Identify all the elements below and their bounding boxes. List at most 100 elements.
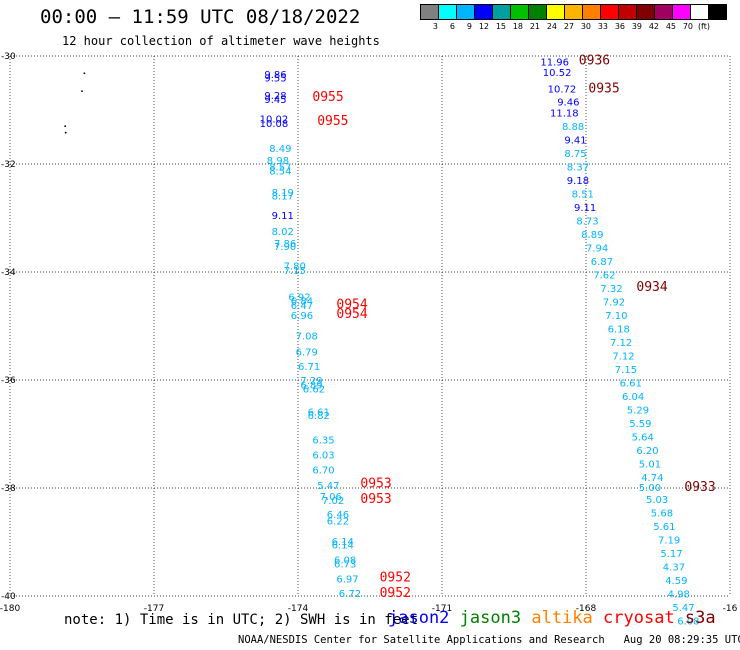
wave-height-label: 7.94 (586, 244, 608, 255)
wave-height-label: 6.72 (339, 589, 361, 600)
x-tick-label: -180 (0, 604, 20, 614)
wave-height-label: 7.32 (600, 284, 622, 295)
wave-height-label: 5.01 (639, 460, 661, 471)
wave-height-label: 8.88 (562, 122, 584, 133)
legend-tick-label: 12 (478, 22, 489, 31)
legend-tick-label: 9 (466, 22, 472, 31)
page-subtitle: 12 hour collection of altimeter wave hei… (62, 34, 380, 48)
legend-tick-label: 3 (432, 22, 438, 31)
wave-height-label: 5.29 (627, 406, 649, 417)
wave-height-label: 4.74 (641, 473, 663, 484)
wave-height-label: 6.18 (608, 325, 630, 336)
wave-height-label: 5.61 (653, 522, 675, 533)
wave-height-label: 8.51 (572, 190, 594, 201)
wave-height-label: 9.86 (264, 70, 286, 81)
legend-tick-label: 15 (495, 22, 506, 31)
wave-height-label: 6.79 (296, 347, 318, 358)
wave-height-label: 9.46 (557, 97, 579, 108)
wave-height-label: 4.98 (668, 589, 690, 600)
wave-height-label: 7.62 (593, 271, 615, 282)
wave-height-label: 7.12 (610, 338, 632, 349)
legend-tick-label: 36 (614, 22, 625, 31)
wave-height-label: 7.19 (658, 535, 680, 546)
time-label: 0934 (636, 280, 667, 295)
wave-height-label: 6.20 (636, 446, 658, 457)
wave-height-label: 6.47 (291, 301, 313, 312)
wave-height-label: 10.08 (260, 119, 289, 130)
satellite-jason2: jason2 (388, 608, 450, 628)
wave-height-label: 7.15 (284, 266, 306, 277)
legend-tick-label: 33 (597, 22, 608, 31)
wave-height-label: 6.22 (327, 516, 349, 527)
wave-height-label: 6.70 (312, 466, 334, 477)
wave-height-label: 5.00 (639, 483, 661, 494)
wave-height-label: 8.57 (269, 163, 291, 174)
y-tick-label: -30 (1, 52, 16, 62)
wave-height-label: 4.37 (663, 562, 685, 573)
wave-height-label: 7.10 (605, 311, 627, 322)
wave-height-label: 5.64 (632, 433, 654, 444)
wave-height-label: 5.17 (660, 549, 682, 560)
satellite-jason3: jason3 (459, 608, 522, 628)
wave-height-label: 7.12 (612, 352, 634, 363)
wave-height-label: 6.35 (312, 435, 334, 446)
wave-height-label: 10.02 (260, 115, 289, 126)
time-label: 0952 (380, 571, 411, 586)
wave-height-label: 11.96 (540, 57, 569, 68)
legend-tick-label: (ft) (697, 22, 710, 31)
wave-height-label: 6.96 (291, 311, 313, 322)
wave-height-label: 9.55 (264, 74, 286, 85)
time-label: 0933 (684, 480, 715, 495)
wave-height-label: 6.14 (332, 537, 354, 548)
wave-height-label: 6.89 (300, 380, 322, 391)
time-label: 0935 (588, 81, 619, 96)
wave-height-label: 6.08 (334, 555, 356, 566)
legend-tick-label: 39 (631, 22, 642, 31)
track-dot (64, 131, 67, 134)
wave-height-label: 9.11 (272, 211, 294, 222)
footer-credit: NOAA/NESDIS Center for Satellite Applica… (238, 634, 740, 646)
wave-height-label: 6.08 (677, 616, 699, 627)
wave-height-label: 8.19 (272, 188, 294, 199)
page-title: 00:00 – 11:59 UTC 08/18/2022 (40, 6, 361, 28)
x-tick-label: -174 (288, 604, 309, 614)
wave-height-label: 10.52 (543, 68, 572, 79)
wave-height-label: 6.46 (327, 510, 349, 521)
time-label: 0953 (360, 492, 391, 507)
legend-tick-label: 24 (546, 22, 557, 31)
x-tick-label: -168 (576, 604, 597, 614)
wave-height-label: 9.11 (574, 203, 596, 214)
y-tick-label: -36 (1, 376, 16, 386)
legend-tick-label: 45 (665, 22, 676, 31)
legend-tick-label: 27 (563, 22, 574, 31)
y-tick-label: -34 (1, 268, 16, 278)
x-tick-label: -171 (432, 604, 452, 614)
wave-height-label: 9.45 (264, 95, 286, 106)
track-dot (64, 125, 67, 128)
wave-height-label: 6.82 (308, 411, 330, 422)
track-dot (83, 72, 86, 75)
legend-tick-label: 42 (648, 22, 659, 31)
wave-height-label: 7.86 (274, 239, 296, 250)
wave-height-label: 8.17 (272, 191, 294, 202)
legend-tick-label: 21 (529, 22, 540, 31)
wave-height-label: 6.97 (336, 575, 358, 586)
legend-tick-label: 30 (580, 22, 591, 31)
legend-ticks: 3 6 9 12 15 18 21 24 27 30 33 36 39 42 45 70 (ft) (421, 22, 727, 31)
time-label: 0953 (360, 477, 391, 492)
wave-height-label: 6.87 (591, 257, 613, 268)
wave-height-label: 7.08 (296, 332, 318, 343)
legend-tick-label: 18 (512, 22, 523, 31)
wave-height-label: 8.98 (267, 156, 289, 167)
wave-height-label: 5.03 (646, 495, 668, 506)
time-label: 0955 (312, 90, 343, 105)
y-tick-label: -32 (1, 160, 16, 170)
wave-height-label: 7.80 (284, 262, 306, 273)
wave-height-label: 5.68 (651, 508, 673, 519)
wave-height-label: 6.61 (308, 407, 330, 418)
wave-height-label: 5.47 (317, 481, 339, 492)
wave-height-label: 6.03 (312, 451, 334, 462)
time-label: 0955 (317, 114, 348, 129)
wave-height-label: 6.73 (334, 560, 356, 571)
x-tick-label: -177 (144, 604, 164, 614)
